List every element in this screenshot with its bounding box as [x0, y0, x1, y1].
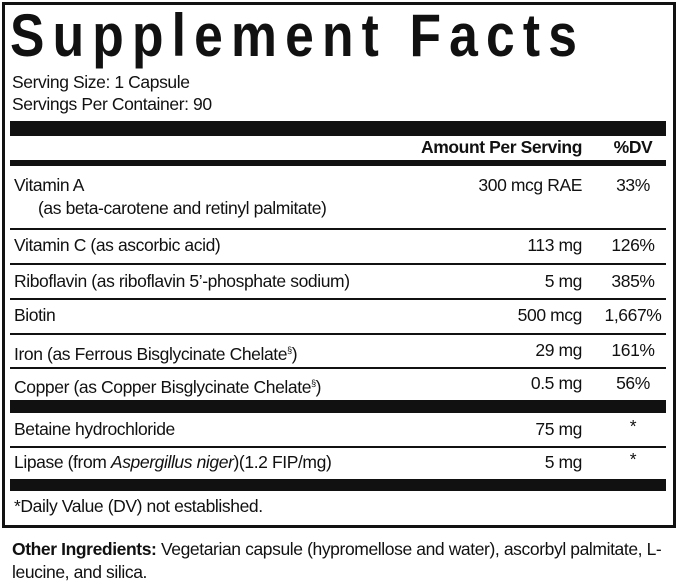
nutrient-dv: 385%: [611, 271, 655, 291]
nutrient-amount: 0.5 mg: [530, 373, 583, 393]
divider-thin: [10, 298, 666, 300]
nutrient-amount: 5 mg: [544, 271, 583, 291]
header-amount: Amount Per Serving: [420, 137, 582, 157]
nutrient-name: Copper (as Copper Bisglycinate Chelate§): [14, 376, 322, 397]
nutrient-amount: 300 mcg RAE: [478, 175, 582, 195]
nutrient-dv: 161%: [611, 340, 655, 360]
panel-title: Supplement Facts: [10, 2, 586, 69]
nutrient-name: Riboflavin (as riboflavin 5’-phosphate s…: [14, 271, 350, 291]
nutrient-amount: 500 mcg: [517, 305, 583, 325]
nutrient-name: Iron (as Ferrous Bisglycinate Chelate§): [14, 343, 298, 364]
nutrient-amount: 113 mg: [527, 235, 582, 255]
nutrient-dv: 126%: [611, 235, 655, 255]
divider-thin: [10, 228, 666, 230]
servings-per-container: Servings Per Container: 90: [12, 94, 212, 114]
nutrient-name: Vitamin A: [14, 175, 85, 195]
divider-thin: [10, 367, 666, 369]
nutrient-name: Vitamin C (as ascorbic acid): [14, 235, 221, 255]
divider-thick: [10, 479, 666, 491]
nutrient-dv: 56%: [616, 373, 650, 393]
supplement-facts-panel: [2, 2, 676, 528]
nutrient-amount: 5 mg: [544, 452, 583, 472]
divider-thick: [10, 400, 666, 413]
serving-size: Serving Size: 1 Capsule: [12, 72, 190, 92]
nutrient-amount: 29 mg: [535, 340, 582, 360]
divider-thick: [10, 121, 666, 136]
footnote: *Daily Value (DV) not established.: [14, 496, 263, 516]
nutrient-dv: 33%: [616, 175, 650, 195]
nutrient-name: Biotin: [14, 305, 56, 325]
divider-thin: [10, 446, 666, 448]
nutrient-name: Betaine hydrochloride: [14, 419, 175, 439]
divider-thin: [10, 263, 666, 265]
header-dv: %DV: [613, 137, 653, 157]
nutrient-source: (as beta-carotene and retinyl palmitate): [38, 198, 327, 218]
nutrient-dv: 1,667%: [604, 305, 662, 325]
divider-medium: [10, 160, 666, 166]
nutrient-dv: *: [629, 416, 637, 436]
other-ingredients: Other Ingredients: Vegetarian capsule (h…: [12, 539, 662, 582]
nutrient-amount: 75 mg: [535, 419, 582, 439]
nutrient-dv: *: [629, 449, 637, 469]
nutrient-name: Lipase (from Aspergillus niger)(1.2 FIP/…: [14, 452, 332, 472]
divider-thin: [10, 333, 666, 335]
